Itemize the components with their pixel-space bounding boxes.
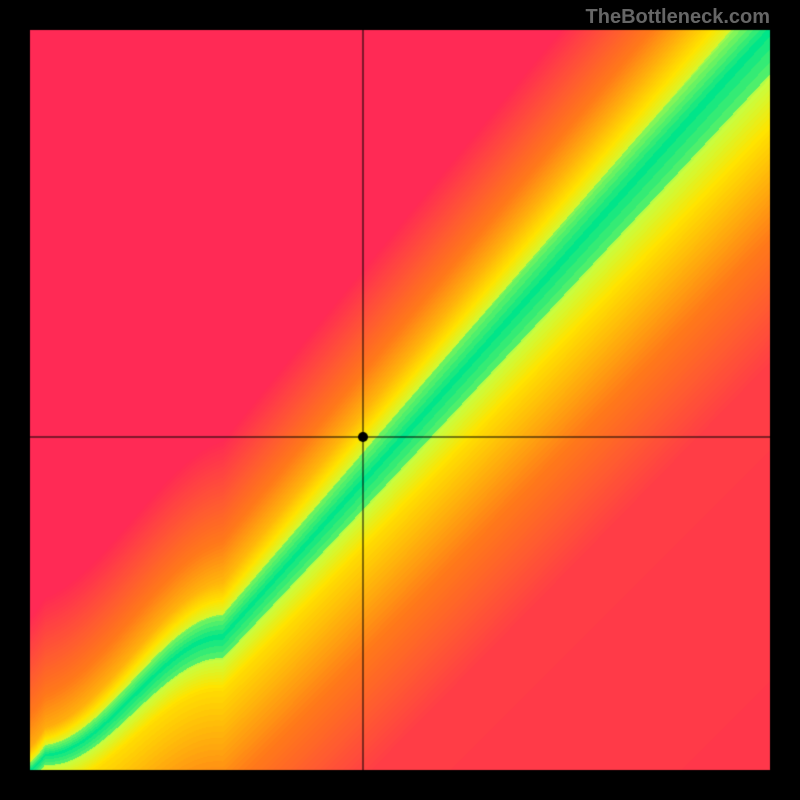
attribution-text: TheBottleneck.com	[586, 6, 770, 29]
chart-container: TheBottleneck.com	[0, 0, 800, 800]
heatmap-canvas	[0, 0, 800, 800]
